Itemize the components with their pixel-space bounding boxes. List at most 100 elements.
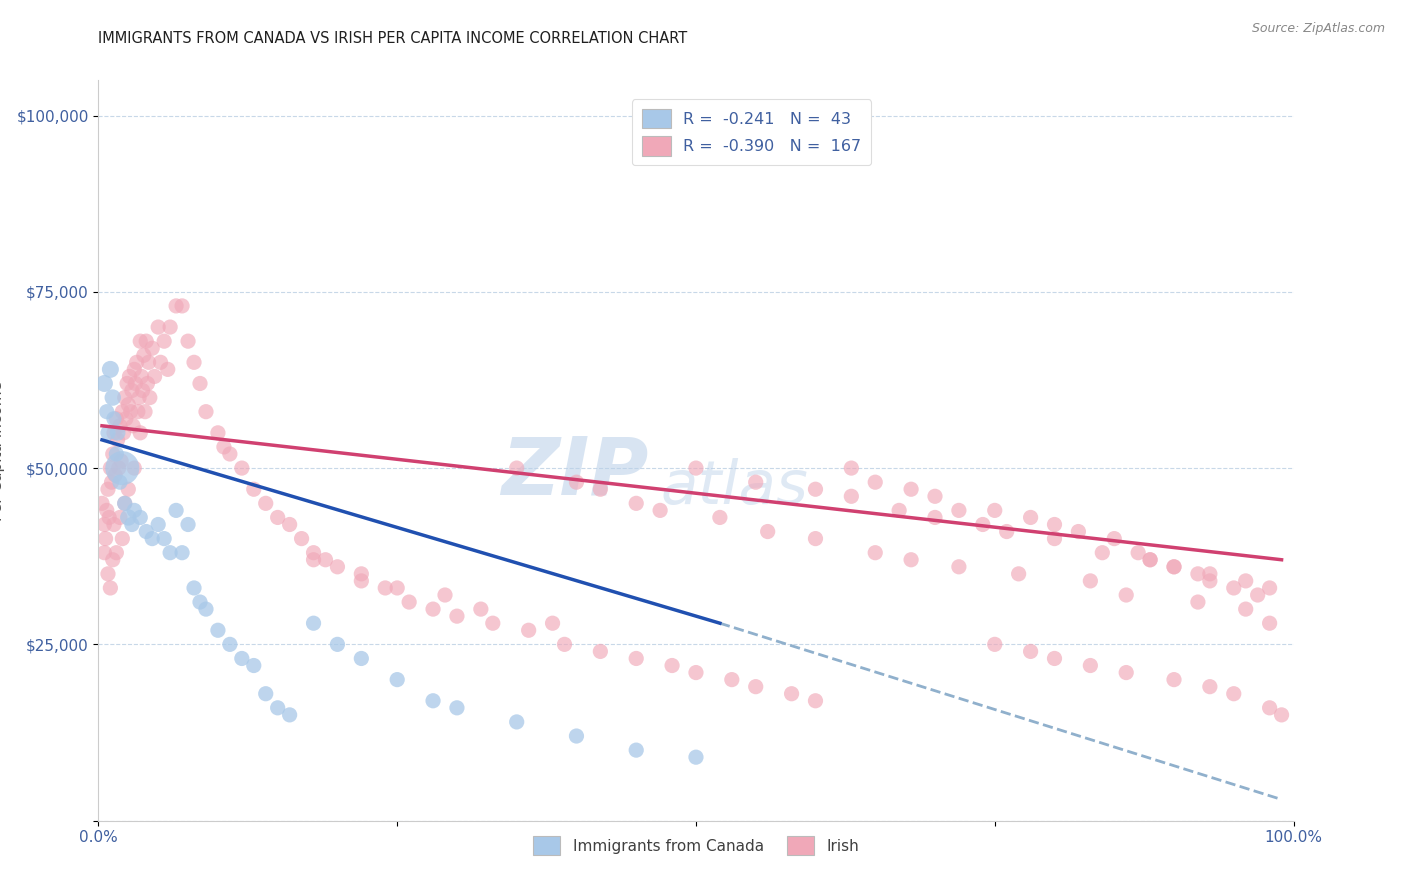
Point: [804, 532, 827, 546]
Point: [129, 510, 152, 524]
Point: [302, 553, 325, 567]
Point: [124, 503, 146, 517]
Point: [141, 532, 163, 546]
Point: [948, 503, 970, 517]
Point: [131, 384, 153, 398]
Point: [97, 566, 120, 581]
Point: [135, 524, 157, 539]
Point: [889, 503, 911, 517]
Point: [446, 609, 468, 624]
Point: [446, 701, 468, 715]
Point: [172, 299, 194, 313]
Point: [626, 496, 648, 510]
Point: [1104, 532, 1126, 546]
Point: [865, 546, 887, 560]
Point: [124, 362, 146, 376]
Point: [565, 729, 588, 743]
Point: [1139, 553, 1161, 567]
Point: [554, 637, 576, 651]
Point: [350, 574, 373, 588]
Point: [105, 546, 128, 560]
Point: [111, 461, 134, 475]
Point: [120, 405, 142, 419]
Point: [278, 707, 301, 722]
Point: [1043, 517, 1066, 532]
Text: Source: ZipAtlas.com: Source: ZipAtlas.com: [1251, 22, 1385, 36]
Point: [924, 489, 946, 503]
Point: [177, 517, 200, 532]
Point: [267, 510, 290, 524]
Point: [1139, 553, 1161, 567]
Point: [129, 334, 152, 348]
Point: [506, 461, 529, 475]
Text: atlas: atlas: [661, 458, 808, 517]
Point: [326, 559, 349, 574]
Point: [1258, 616, 1281, 631]
Text: ZIP: ZIP: [501, 434, 648, 512]
Point: [91, 496, 114, 510]
Point: [183, 355, 205, 369]
Point: [1234, 574, 1257, 588]
Point: [93, 517, 115, 532]
Point: [117, 482, 139, 496]
Point: [1115, 665, 1137, 680]
Point: [128, 391, 150, 405]
Point: [1080, 658, 1102, 673]
Point: [111, 405, 134, 419]
Point: [105, 447, 128, 461]
Point: [398, 595, 420, 609]
Point: [207, 425, 229, 440]
Point: [517, 624, 540, 638]
Point: [134, 405, 156, 419]
Point: [434, 588, 457, 602]
Point: [267, 701, 290, 715]
Point: [254, 687, 277, 701]
Point: [107, 425, 129, 440]
Point: [1163, 559, 1185, 574]
Point: [97, 482, 120, 496]
Point: [900, 482, 922, 496]
Point: [422, 602, 444, 616]
Point: [108, 418, 131, 433]
Point: [124, 376, 146, 391]
Point: [1199, 566, 1222, 581]
Point: [1258, 701, 1281, 715]
Point: [470, 602, 492, 616]
Point: [254, 496, 277, 510]
Point: [125, 355, 148, 369]
Point: [1115, 588, 1137, 602]
Point: [100, 475, 122, 490]
Point: [219, 637, 242, 651]
Point: [1163, 559, 1185, 574]
Point: [291, 532, 314, 546]
Point: [780, 687, 803, 701]
Point: [1187, 595, 1209, 609]
Point: [188, 376, 211, 391]
Point: [948, 559, 970, 574]
Point: [1163, 673, 1185, 687]
Point: [114, 496, 136, 510]
Point: [107, 461, 129, 475]
Point: [385, 581, 409, 595]
Point: [153, 334, 176, 348]
Point: [138, 355, 160, 369]
Point: [112, 425, 135, 440]
Point: [865, 475, 887, 490]
Point: [101, 447, 124, 461]
Point: [143, 369, 166, 384]
Point: [1080, 574, 1102, 588]
Point: [685, 750, 707, 764]
Point: [131, 369, 153, 384]
Point: [385, 673, 409, 687]
Point: [96, 503, 118, 517]
Point: [745, 475, 768, 490]
Point: [589, 482, 612, 496]
Point: [121, 517, 143, 532]
Point: [374, 581, 396, 595]
Point: [96, 405, 118, 419]
Point: [127, 405, 149, 419]
Point: [650, 503, 672, 517]
Point: [350, 566, 373, 581]
Point: [841, 461, 863, 475]
Point: [1223, 687, 1246, 701]
